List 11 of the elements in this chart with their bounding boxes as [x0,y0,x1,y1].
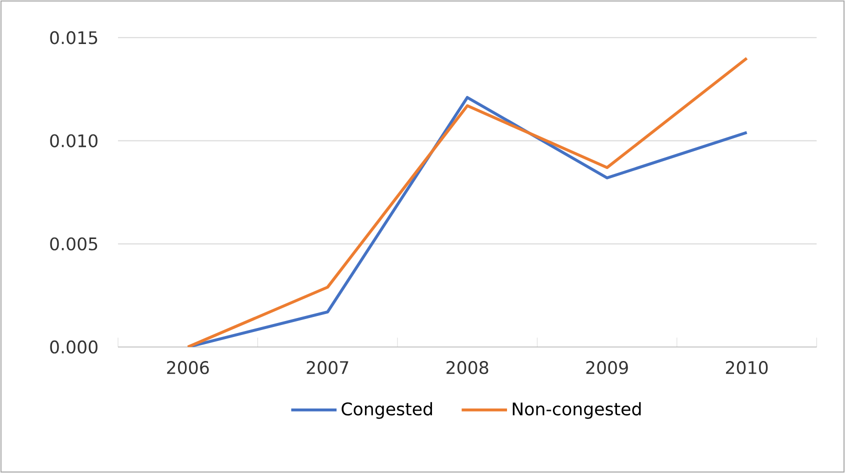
y-tick-label: 0.010 [50,134,98,148]
y-tick-label: 0.005 [50,237,98,250]
legend-label: Non-congested [512,402,641,419]
x-tick-label: 2006 [167,361,209,374]
x-tick-label: 2008 [446,361,488,374]
x-tick-label: 2007 [306,361,348,374]
y-tick-label: 0.000 [50,340,98,354]
legend-label: Congested [342,402,432,419]
x-tick-label: 2010 [726,361,768,374]
x-tick-label: 2009 [586,361,628,374]
y-tick-label: 0.015 [50,31,98,44]
